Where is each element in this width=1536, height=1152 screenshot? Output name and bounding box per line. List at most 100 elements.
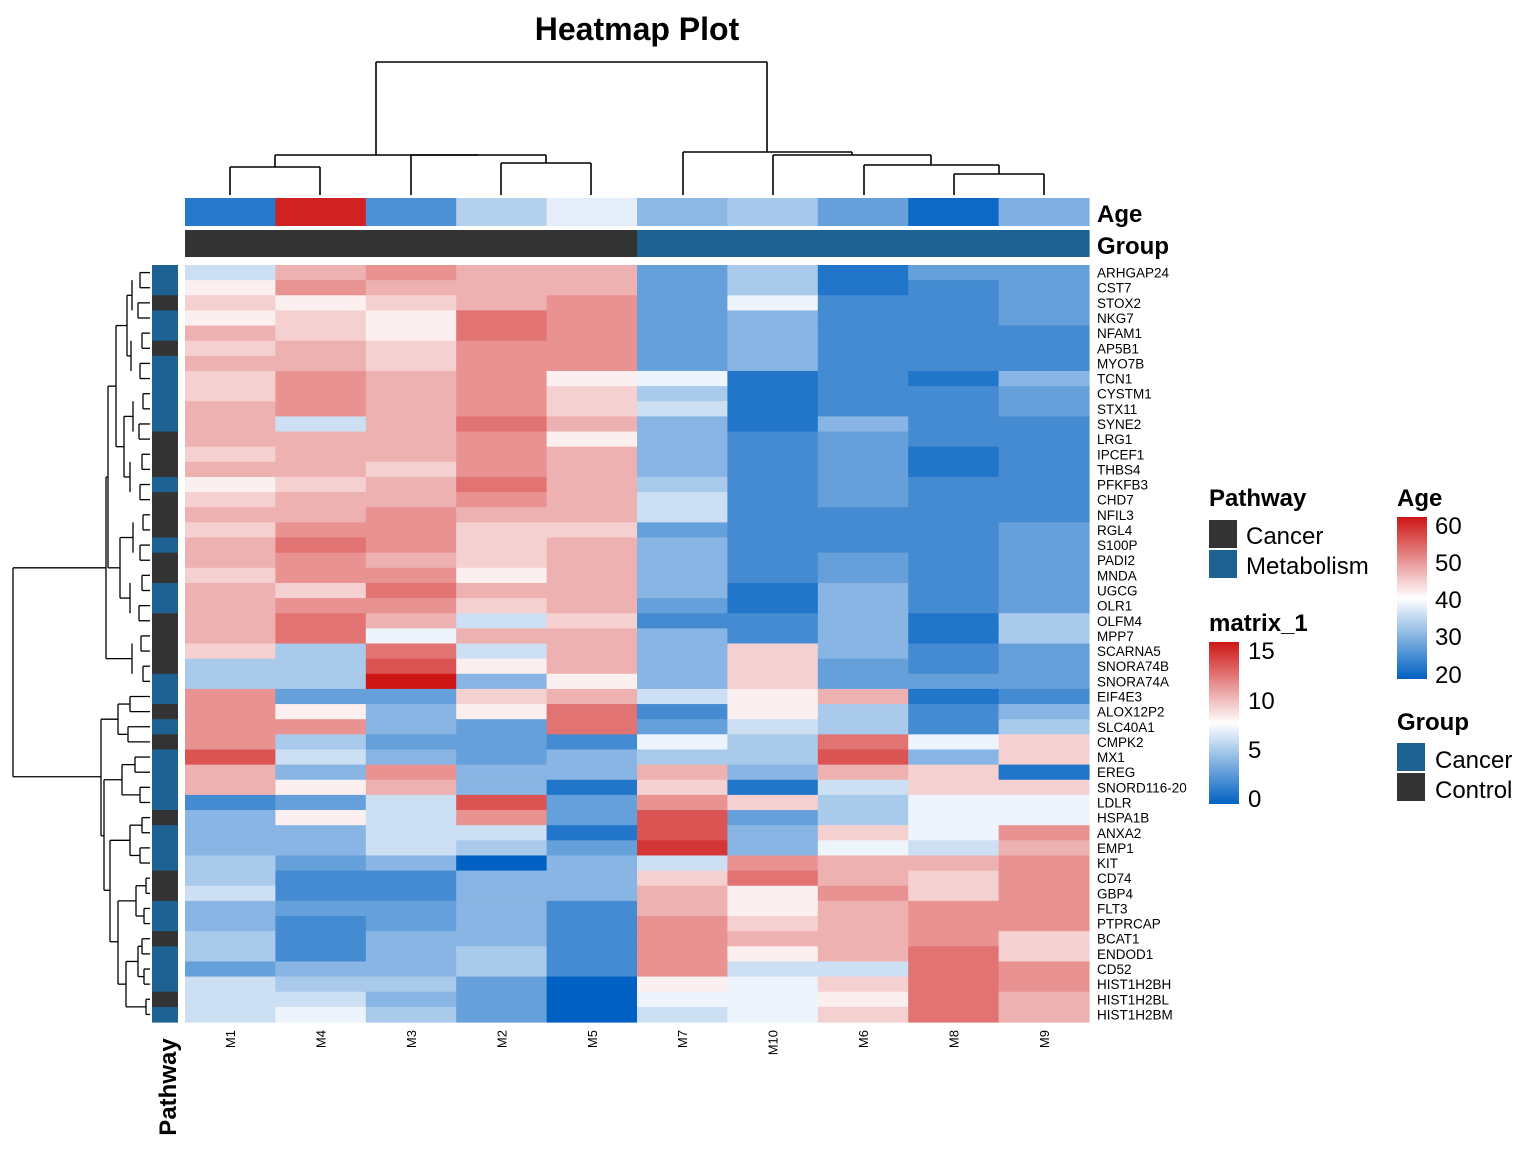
heatmap-cell — [456, 476, 548, 493]
age-legend-tick-30: 30 — [1435, 624, 1462, 651]
heatmap-cell — [456, 310, 548, 327]
heatmap-cell — [637, 628, 728, 645]
heatmap-cell — [365, 900, 457, 917]
heatmap-cell — [817, 476, 909, 493]
pathway-annotation-cell — [152, 885, 178, 902]
heatmap-cell — [727, 688, 819, 705]
heatmap-cell — [908, 582, 1000, 599]
pathway-annotation-cell — [152, 810, 178, 826]
heatmap-cell — [817, 280, 909, 296]
heatmap-cell — [185, 643, 276, 660]
heatmap-cell — [727, 764, 819, 781]
row-label: AP5B1 — [1097, 341, 1139, 356]
heatmap-cell — [908, 870, 1000, 887]
heatmap-cell — [185, 810, 276, 826]
heatmap-cell — [908, 401, 1000, 417]
heatmap-cell — [727, 734, 819, 751]
heatmap-cell — [546, 991, 638, 1008]
age-annotation-cell — [546, 198, 638, 226]
heatmap-cell — [908, 461, 1000, 478]
heatmap-cell — [365, 325, 457, 342]
row-label: TCN1 — [1097, 372, 1132, 387]
heatmap-cell — [817, 704, 909, 720]
row-label: PFKFB3 — [1097, 478, 1148, 493]
heatmap-cell — [456, 916, 548, 932]
group-legend: Group Cancer Control — [1397, 709, 1512, 804]
heatmap-cell — [185, 688, 276, 705]
heatmap-cell — [456, 719, 548, 735]
heatmap-cell — [275, 885, 367, 902]
heatmap-cell — [456, 688, 548, 705]
heatmap-cell — [817, 673, 909, 690]
column-label: M1 — [223, 1030, 238, 1048]
age-annotation-label: Age — [1097, 201, 1142, 228]
heatmap-cell — [817, 401, 909, 417]
row-label: ARHGAP24 — [1097, 266, 1170, 281]
heatmap-cell — [546, 658, 638, 675]
heatmap-cell — [365, 401, 457, 417]
heatmap-cell — [185, 295, 276, 312]
heatmap-cell — [998, 598, 1090, 614]
pathway-annotation-cell — [152, 946, 178, 963]
group-annotation-cell — [365, 230, 457, 257]
pathway-annotation-cell — [152, 325, 178, 342]
heatmap-cell — [817, 719, 909, 735]
row-label: PTPRCAP — [1097, 917, 1161, 932]
heatmap-cell — [817, 658, 909, 675]
heatmap-cell — [727, 779, 819, 796]
heatmap-cell — [546, 734, 638, 751]
heatmap-cell — [185, 537, 276, 554]
heatmap-cell — [456, 658, 548, 675]
heatmap-cell — [275, 522, 367, 539]
heatmap-cell — [185, 764, 276, 781]
heatmap-cell — [365, 976, 457, 993]
heatmap-cell — [727, 1006, 819, 1023]
heatmap-cell — [998, 416, 1090, 433]
heatmap-cell — [998, 658, 1090, 675]
heatmap-cell — [908, 976, 1000, 993]
heatmap-cell — [637, 719, 728, 735]
heatmap-cell — [817, 734, 909, 751]
heatmap-cell — [727, 900, 819, 917]
heatmap-cell — [637, 840, 728, 857]
heatmap-cell — [456, 370, 548, 387]
age-legend-title: Age — [1397, 485, 1442, 512]
heatmap-cell — [908, 946, 1000, 963]
heatmap-cell — [637, 476, 728, 493]
row-label: EIF4E3 — [1097, 689, 1142, 704]
heatmap-cell — [998, 991, 1090, 1008]
pathway-annotation-cell — [152, 598, 178, 614]
heatmap-cell — [637, 658, 728, 675]
heatmap-cell — [185, 567, 276, 584]
heatmap-cell — [908, 931, 1000, 947]
heatmap-cell — [908, 779, 1000, 796]
column-label: M2 — [494, 1030, 509, 1048]
heatmap-cell — [185, 749, 276, 766]
heatmap-cell — [998, 461, 1090, 478]
heatmap-cell — [546, 673, 638, 690]
heatmap-cell — [456, 340, 548, 357]
group-legend-item-control: Control — [1435, 777, 1512, 804]
age-legend-colorbar — [1397, 517, 1427, 679]
pathway-annotation-cell — [152, 794, 178, 811]
heatmap-cell — [998, 794, 1090, 811]
heatmap-cell — [727, 673, 819, 690]
heatmap-cell — [456, 779, 548, 796]
heatmap-cell — [185, 310, 276, 327]
heatmap-cell — [727, 840, 819, 857]
row-label: CMPK2 — [1097, 735, 1144, 750]
heatmap-cell — [185, 582, 276, 599]
row-label: SNORD116-20 — [1097, 780, 1187, 795]
heatmap-cell — [817, 325, 909, 342]
pathway-annotation-cell — [152, 734, 178, 751]
heatmap-cell — [546, 492, 638, 508]
heatmap-cell — [546, 870, 638, 887]
heatmap-cell — [727, 916, 819, 932]
heatmap-cell — [546, 310, 638, 327]
heatmap-cell — [546, 431, 638, 448]
heatmap-cell — [908, 628, 1000, 645]
heatmap-cell — [365, 870, 457, 887]
heatmap-cell — [456, 582, 548, 599]
heatmap-cell — [637, 779, 728, 796]
heatmap-cell — [456, 461, 548, 478]
